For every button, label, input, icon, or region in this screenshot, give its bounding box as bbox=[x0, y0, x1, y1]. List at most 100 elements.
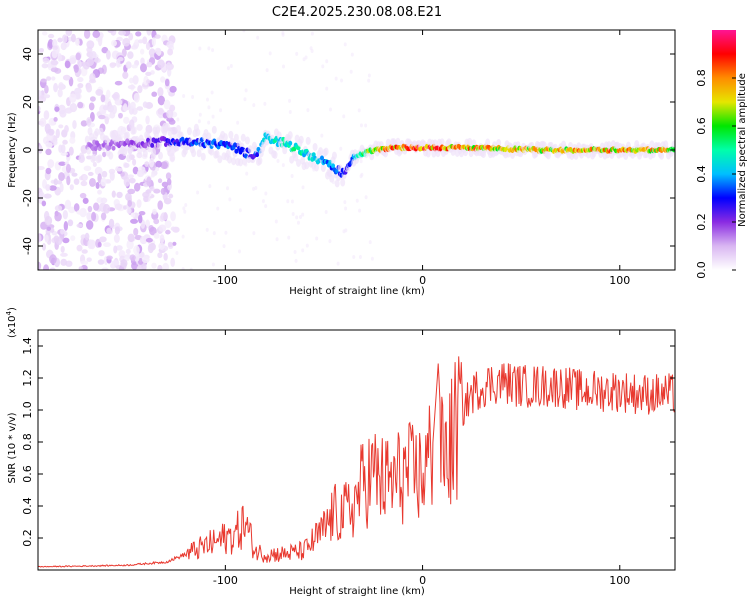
heatmap-halo-cell bbox=[238, 158, 244, 167]
x-tick-label: 100 bbox=[609, 574, 630, 587]
heatmap-noise-cell bbox=[80, 180, 88, 187]
heatmap-sparse-cell bbox=[198, 112, 202, 117]
heatmap-sparse-cell bbox=[261, 199, 265, 204]
heatmap-noise-cell bbox=[48, 33, 55, 39]
heatmap-noise-cell bbox=[100, 177, 107, 187]
heatmap-noise-cell bbox=[111, 190, 116, 198]
heatmap-halo-cell bbox=[272, 150, 278, 159]
x-tick-label: 0 bbox=[419, 274, 426, 287]
heatmap-noise-cell bbox=[129, 77, 134, 84]
heatmap-sparse-cell bbox=[364, 123, 368, 128]
y-tick-label: 40 bbox=[21, 47, 34, 61]
snr-x-label: Height of straight line (km) bbox=[289, 586, 425, 597]
heatmap-noise-cell bbox=[169, 85, 177, 93]
heatmap-halo-cell bbox=[509, 150, 515, 159]
heatmap-sparse-cell bbox=[207, 105, 211, 110]
heatmap-halo-cell bbox=[439, 138, 445, 147]
heatmap-noise-cell bbox=[50, 60, 59, 66]
heatmap-noise-cell bbox=[62, 139, 68, 145]
heatmap-noise-cell bbox=[38, 47, 44, 53]
heatmap-noise-cell bbox=[114, 226, 121, 235]
heatmap-sparse-cell bbox=[208, 184, 212, 189]
heatmap-sparse-cell bbox=[286, 199, 290, 204]
heatmap-noise-cell bbox=[62, 210, 68, 220]
heatmap-noise-cell bbox=[94, 166, 103, 176]
heatmap-sparse-cell bbox=[252, 186, 256, 191]
heatmap-noise-cell bbox=[137, 85, 143, 94]
heatmap-noise-cell bbox=[116, 191, 123, 199]
heatmap-noise-cell bbox=[86, 117, 92, 126]
heatmap-noise-cell bbox=[60, 245, 65, 253]
heatmap-noise-cell bbox=[114, 80, 123, 86]
heatmap-noise-cell bbox=[73, 178, 80, 185]
heatmap-noise-cell bbox=[113, 245, 118, 254]
heatmap-noise-cell bbox=[46, 226, 51, 231]
heatmap-noise-cell bbox=[136, 199, 142, 209]
heatmap-noise-cell bbox=[152, 208, 157, 215]
heatmap-track-cell bbox=[288, 140, 293, 146]
heatmap-sparse-cell bbox=[288, 98, 292, 103]
heatmap-halo-cell bbox=[467, 137, 473, 146]
heatmap-noise-cell bbox=[43, 193, 52, 199]
heatmap-noise-cell bbox=[131, 64, 138, 69]
heatmap-noise-cell bbox=[139, 63, 147, 73]
heatmap-halo-cell bbox=[196, 149, 202, 158]
heatmap-noise-cell bbox=[149, 226, 157, 236]
heatmap-halo-cell bbox=[496, 139, 502, 148]
heatmap-noise-cell bbox=[127, 233, 135, 243]
heatmap-halo-cell bbox=[334, 179, 340, 188]
heatmap-noise-cell bbox=[51, 49, 58, 59]
heatmap-sparse-cell bbox=[184, 203, 188, 208]
heatmap-sparse-cell bbox=[219, 108, 223, 113]
heatmap-noise-cell bbox=[122, 103, 128, 112]
heatmap-noise-cell bbox=[153, 232, 160, 239]
heatmap-noise-cell bbox=[58, 172, 65, 182]
heatmap-noise-cell bbox=[129, 177, 136, 184]
heatmap-sparse-cell bbox=[197, 119, 201, 124]
y-tick-label: 0.2 bbox=[21, 529, 34, 547]
heatmap-noise-cell bbox=[111, 39, 117, 47]
heatmap-sparse-cell bbox=[196, 190, 200, 195]
heatmap-noise-cell bbox=[106, 89, 111, 99]
heatmap-noise-cell bbox=[64, 60, 71, 69]
heatmap-noise-cell bbox=[130, 212, 136, 218]
heatmap-noise-cell bbox=[100, 94, 106, 103]
heatmap-sparse-cell bbox=[295, 51, 299, 56]
heatmap-noise-cell bbox=[109, 62, 116, 69]
heatmap-sparse-cell bbox=[226, 66, 230, 71]
heatmap-noise-cell bbox=[136, 169, 145, 178]
heatmap-noise-cell bbox=[70, 33, 76, 43]
heatmap-noise-cell bbox=[145, 219, 151, 229]
heatmap-halo-cell bbox=[138, 134, 144, 143]
y-tick-label: 1.4 bbox=[21, 337, 34, 355]
heatmap-noise-cell bbox=[89, 177, 96, 187]
heatmap-sparse-cell bbox=[355, 198, 359, 203]
heatmap-noise-cell bbox=[145, 237, 153, 243]
heatmap-halo-cell bbox=[88, 132, 94, 141]
heatmap-noise-cell bbox=[49, 267, 56, 270]
heatmap-noise-cell bbox=[73, 203, 80, 212]
heatmap-noise-cell bbox=[47, 38, 54, 49]
heatmap-halo-cell bbox=[124, 131, 130, 140]
heatmap-sparse-cell bbox=[210, 90, 214, 95]
heatmap-noise-cell bbox=[162, 262, 169, 270]
heatmap-noise-cell bbox=[153, 188, 161, 194]
heatmap-noise-cell bbox=[123, 116, 130, 125]
heatmap-noise-cell bbox=[168, 193, 174, 199]
heatmap-noise-cell bbox=[139, 235, 148, 245]
heatmap-sparse-cell bbox=[181, 234, 185, 239]
heatmap-sparse-cell bbox=[328, 239, 332, 244]
heatmap-sparse-cell bbox=[290, 174, 294, 179]
heatmap-sparse-cell bbox=[211, 114, 215, 119]
heatmap-noise-cell bbox=[155, 160, 162, 168]
heatmap-noise-cell bbox=[92, 161, 97, 167]
heatmap-noise-cell bbox=[160, 76, 166, 83]
heatmap-halo-cell bbox=[304, 161, 310, 170]
heatmap-noise-cell bbox=[65, 30, 73, 37]
heatmap-sparse-cell bbox=[205, 227, 209, 232]
heatmap-noise-cell bbox=[49, 254, 57, 265]
heatmap-halo-cell bbox=[233, 133, 239, 142]
heatmap-noise-cell bbox=[72, 120, 77, 130]
heatmap-sparse-cell bbox=[287, 235, 291, 240]
heatmap-noise-cell bbox=[57, 37, 63, 43]
